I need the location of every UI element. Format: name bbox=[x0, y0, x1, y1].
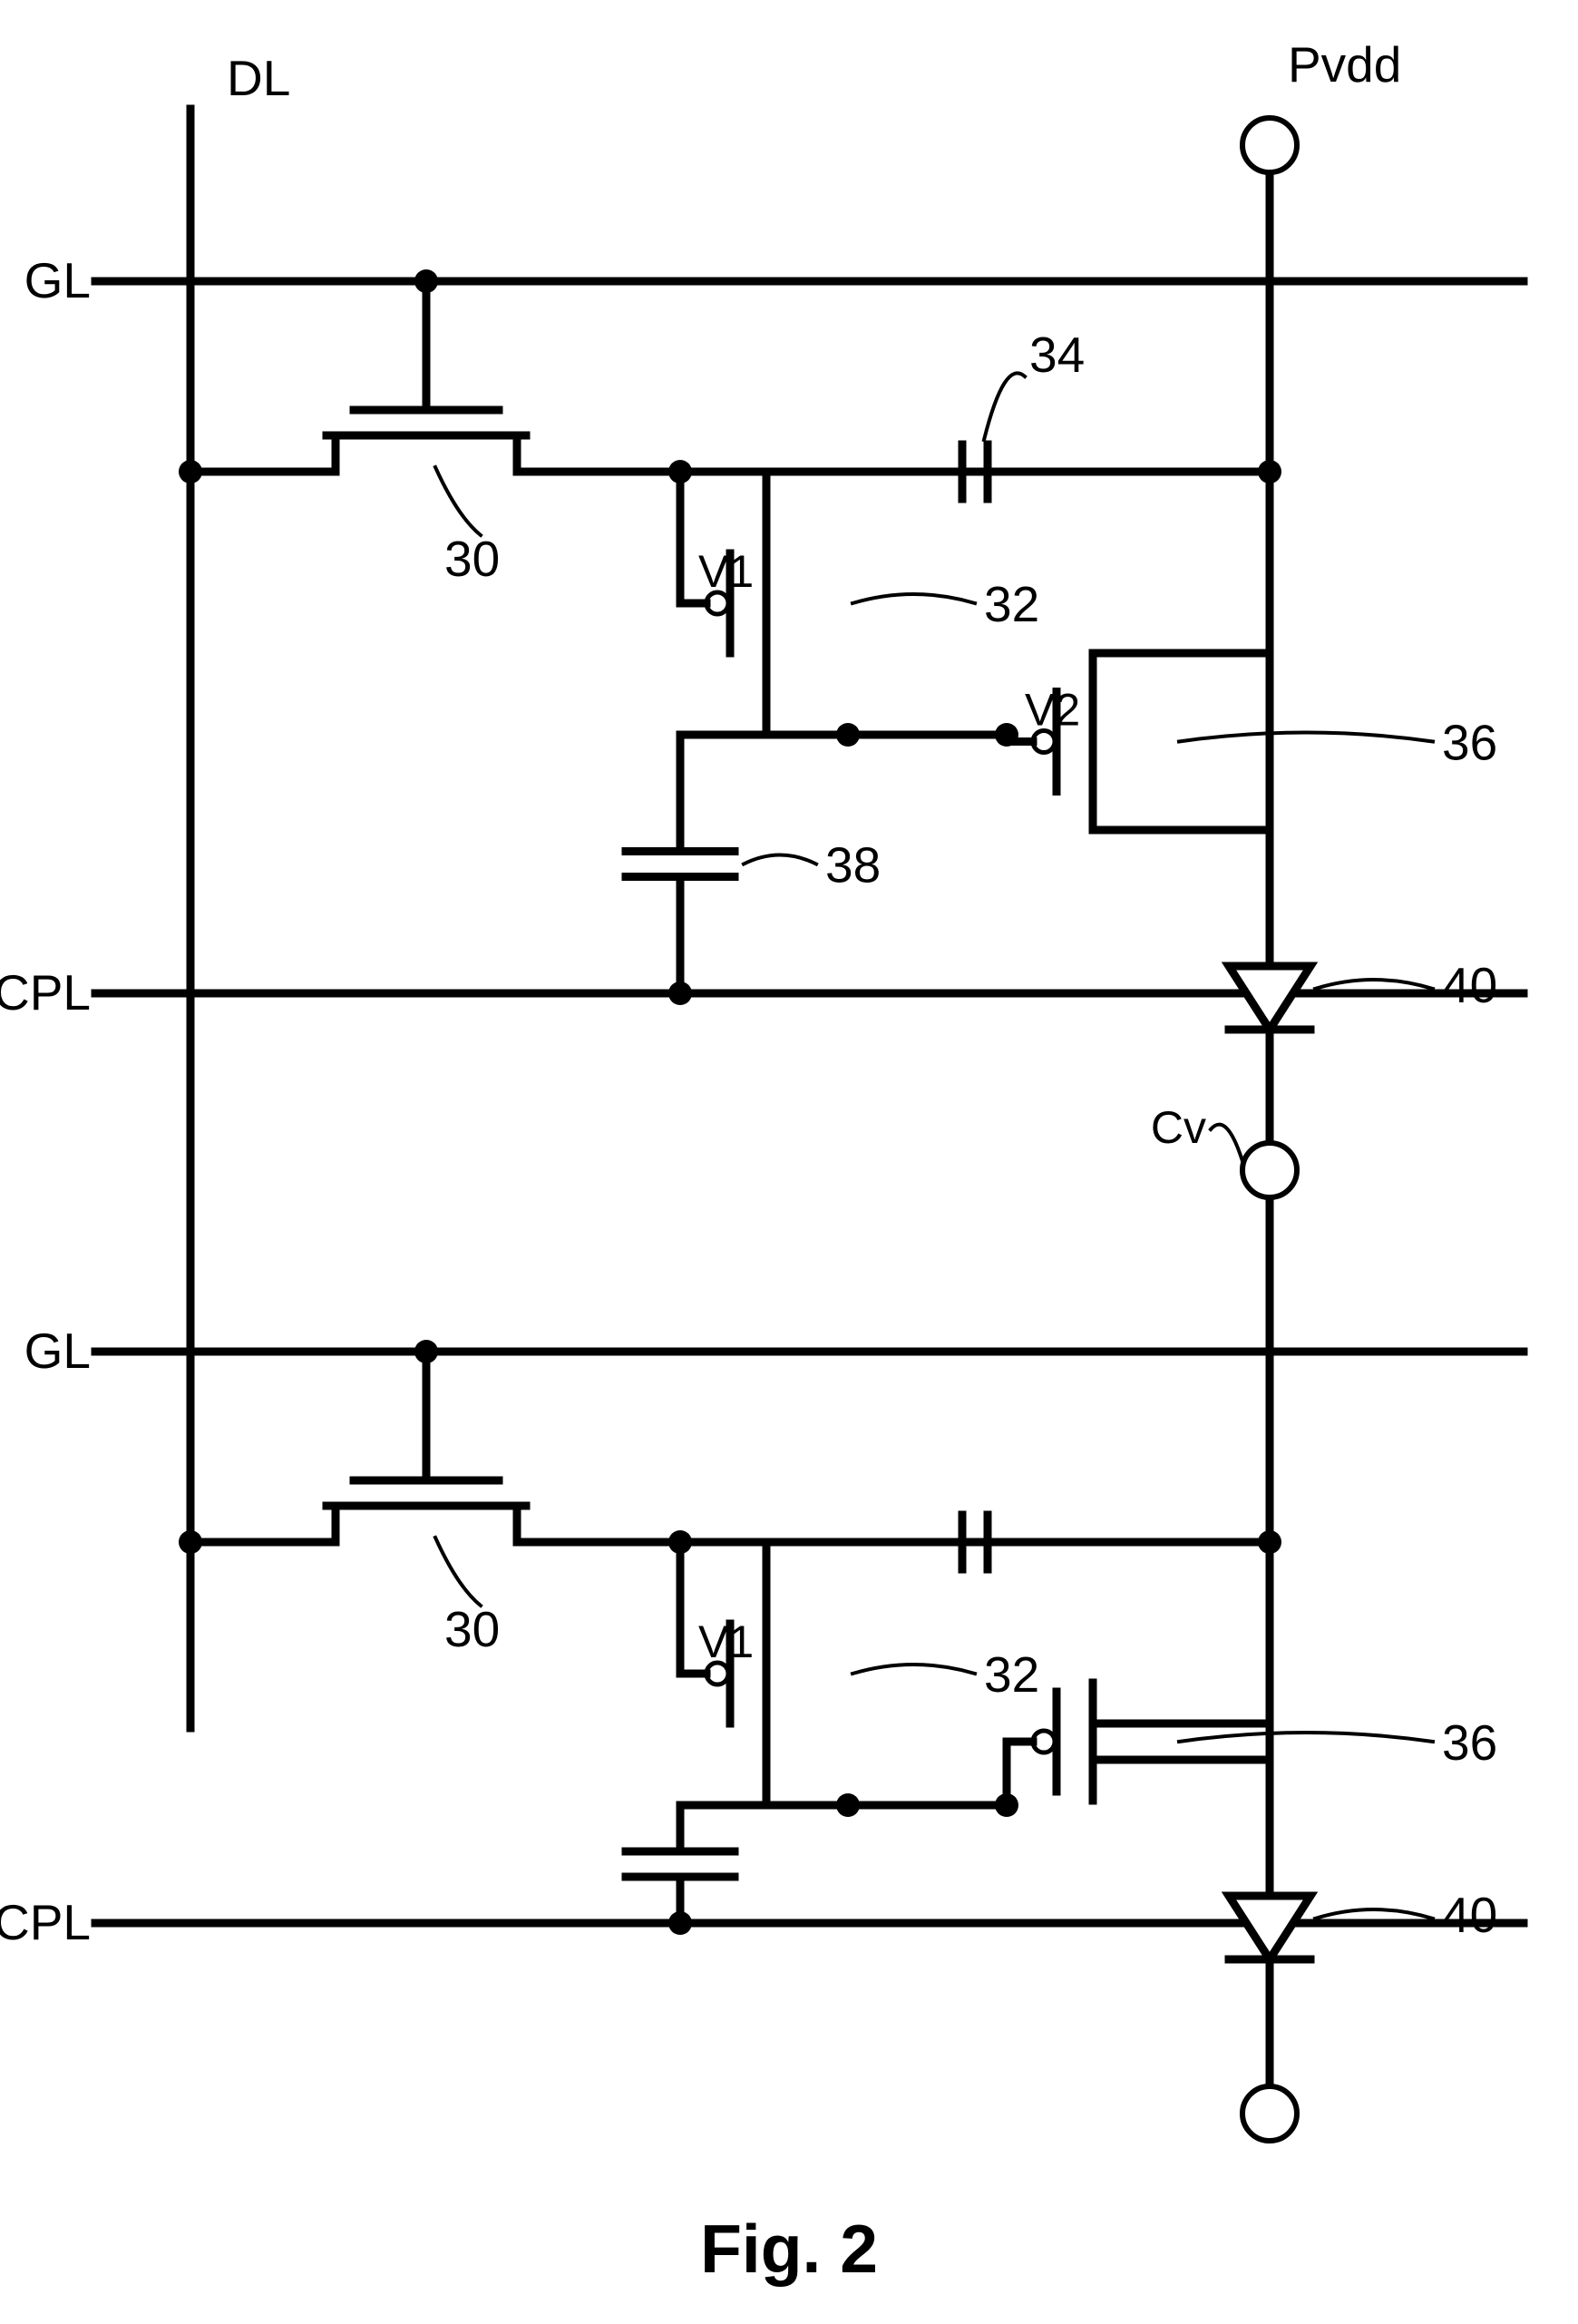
gl-label: GL bbox=[24, 1323, 91, 1379]
ref-38: 38 bbox=[825, 837, 881, 893]
figure-caption: Fig. 2 bbox=[700, 2211, 878, 2287]
ref-40: 40 bbox=[1442, 957, 1497, 1013]
pvdd-label: Pvdd bbox=[1288, 36, 1401, 93]
ref-30: 30 bbox=[444, 531, 500, 587]
ref-36: 36 bbox=[1442, 715, 1497, 771]
v2-label: V2 bbox=[1025, 685, 1080, 736]
v1-label: V1 bbox=[698, 546, 754, 597]
gl-label: GL bbox=[24, 252, 91, 308]
ref-32: 32 bbox=[984, 1646, 1039, 1703]
circuit-schematic: DL Pvdd GL CPL V1 V2 30 32 34 36 38 40 Cv GL CPL V1 30 32… bbox=[0, 0, 1578, 2324]
ref-32: 32 bbox=[984, 576, 1039, 632]
v1-label: V1 bbox=[698, 1616, 754, 1667]
ref-36: 36 bbox=[1442, 1714, 1497, 1771]
ref-34: 34 bbox=[1029, 327, 1085, 383]
cpl-label: CPL bbox=[0, 1894, 91, 1950]
ref-30: 30 bbox=[444, 1601, 500, 1657]
ref-40: 40 bbox=[1442, 1887, 1497, 1943]
cv-label: Cv bbox=[1151, 1102, 1206, 1153]
dl-label: DL bbox=[227, 50, 290, 106]
cpl-label: CPL bbox=[0, 964, 91, 1020]
